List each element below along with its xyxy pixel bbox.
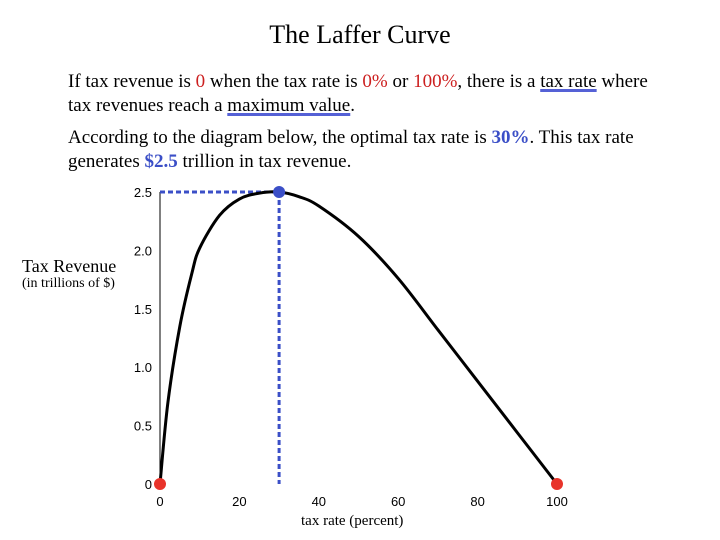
y-tick-label: 1.0 (134, 360, 152, 375)
intro-paragraph: If tax revenue is 0 when the tax rate is… (68, 71, 648, 116)
x-tick-label: 100 (546, 494, 568, 509)
y-tick-label: 0 (145, 477, 152, 492)
y-axis-sublabel: (in trillions of $) (22, 276, 115, 291)
revenue-value: $2.5 (144, 151, 178, 172)
endpoint-point (154, 478, 166, 490)
endpoint-point (551, 478, 563, 490)
zero-percent-value: 0% (362, 71, 388, 92)
hundred-percent-value: 100% (413, 71, 458, 92)
peak-point (273, 186, 286, 198)
x-tick-label: 80 (470, 494, 484, 509)
y-tick-label: 1.5 (134, 302, 152, 317)
page-title: The Laffer Curve (269, 20, 451, 49)
x-axis-label: tax rate (percent) (301, 513, 404, 529)
y-tick-label: 2.5 (134, 185, 152, 200)
optimal-rate-paragraph: According to the diagram below, the opti… (68, 127, 634, 172)
x-tick-label: 20 (232, 494, 246, 509)
laffer-curve-line (158, 190, 559, 485)
x-tick-label: 60 (391, 494, 405, 509)
zero-revenue-value: 0 (195, 71, 206, 92)
y-tick-label: 0.5 (134, 419, 152, 434)
y-tick-label: 2.0 (134, 243, 152, 258)
optimal-rate-value: 30% (491, 127, 530, 148)
x-tick-label: 40 (312, 494, 326, 509)
tax-rate-term: tax rate (540, 71, 597, 92)
y-axis-label: Tax Revenue (22, 256, 117, 276)
x-tick-label: 0 (156, 494, 163, 509)
maximum-value-term: maximum value (227, 95, 351, 116)
